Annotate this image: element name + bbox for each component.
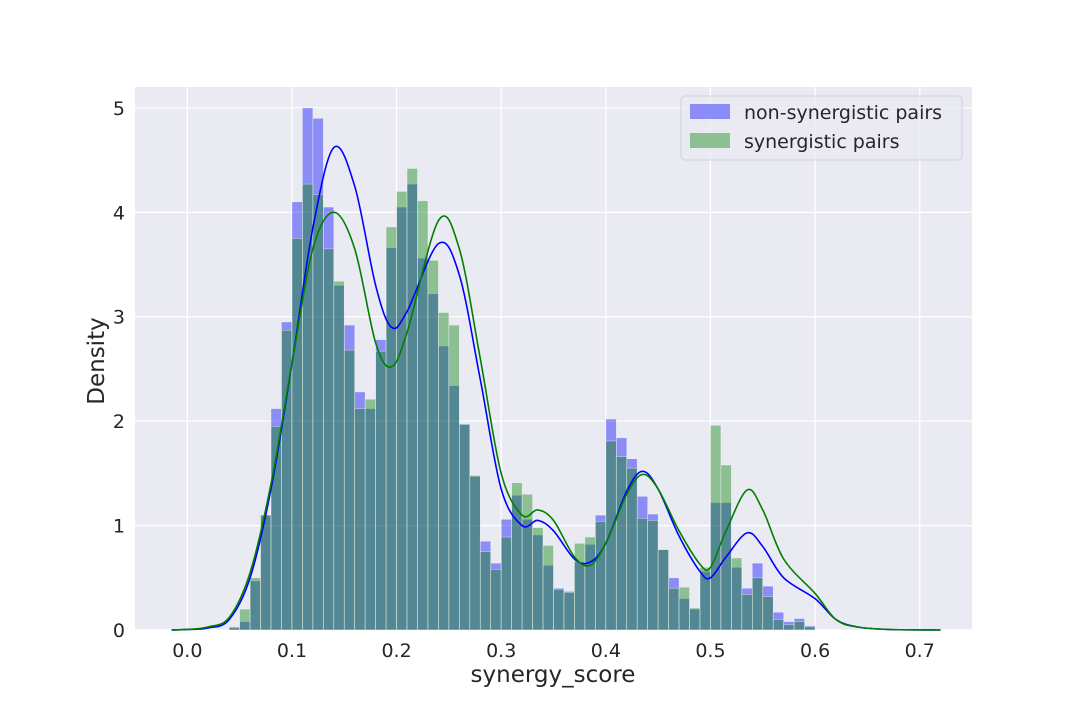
y-tick-label: 3 (113, 307, 125, 329)
bar-synergistic (772, 619, 784, 631)
plot-background (135, 87, 972, 630)
x-tick-label: 0.6 (800, 640, 830, 662)
bar-synergistic (406, 168, 418, 631)
bar-synergistic (751, 577, 764, 631)
bar-synergistic (615, 456, 628, 631)
bar-synergistic (469, 475, 481, 631)
bar-synergistic (500, 536, 512, 631)
x-tick-label: 0.2 (381, 640, 411, 662)
bar-synergistic (291, 238, 303, 631)
bar-synergistic (343, 349, 356, 631)
bar-synergistic (448, 324, 460, 631)
bar-synergistic (574, 543, 586, 631)
bar-synergistic (479, 551, 492, 631)
y-tick-label: 0 (113, 620, 125, 642)
y-axis-label: Density (84, 317, 110, 404)
bar-synergistic (689, 607, 701, 631)
bar-synergistic (699, 567, 711, 631)
bar-synergistic (710, 425, 722, 631)
bar-synergistic (553, 588, 565, 631)
bar-synergistic (804, 626, 816, 631)
bar-synergistic (793, 621, 805, 631)
bar-synergistic (427, 260, 439, 631)
kde-curve-synergistic (171, 211, 941, 631)
bar-synergistic (636, 517, 648, 631)
bar-synergistic (364, 398, 376, 631)
bar-synergistic (396, 191, 408, 631)
bar-synergistic (584, 536, 596, 631)
bar-synergistic (657, 549, 669, 631)
bar-synergistic (354, 408, 366, 631)
x-tick-label: 0.1 (277, 640, 307, 662)
bar-synergistic (333, 280, 345, 631)
bar-synergistic (239, 608, 251, 631)
bar-synergistic (783, 624, 795, 631)
bar-synergistic (490, 569, 502, 631)
x-tick-label: 0.4 (591, 640, 621, 662)
legend-label-synergistic: synergistic pairs (744, 131, 900, 153)
histogram-bars (228, 107, 816, 631)
legend-label-non-synergistic: non-synergistic pairs (744, 102, 942, 124)
bar-synergistic (595, 521, 607, 631)
legend-frame (680, 95, 963, 161)
legend: non-synergistic pairs synergistic pairs (680, 95, 963, 161)
y-tick-label: 2 (113, 411, 125, 433)
bar-synergistic (668, 587, 680, 631)
x-tick-label: 0.5 (695, 640, 725, 662)
bar-synergistic (459, 423, 471, 631)
bar-synergistic (532, 527, 544, 631)
legend-swatch-non-synergistic (690, 104, 730, 119)
y-tick-label: 1 (113, 516, 125, 538)
bar-synergistic (741, 594, 753, 631)
x-tick-label: 0.7 (905, 640, 935, 662)
x-axis-label: synergy_score (471, 662, 636, 688)
legend-swatch-synergistic (690, 133, 730, 148)
bar-synergistic (385, 226, 397, 631)
bar-synergistic (438, 312, 450, 631)
bar-synergistic (762, 596, 774, 631)
x-tick-label: 0.3 (486, 640, 516, 662)
bar-synergistic (228, 626, 240, 631)
bar-synergistic (249, 577, 261, 631)
tick-labels: 0.0 0.1 0.2 0.3 0.4 0.5 0.6 0.7 0 1 2 3 4 5 (113, 98, 935, 662)
kde-curves (171, 145, 941, 631)
bar-synergistic (720, 464, 732, 631)
bar-synergistic (563, 592, 575, 631)
y-tick-label: 4 (113, 202, 125, 224)
bar-synergistic (647, 520, 659, 631)
bars-synergistic (228, 168, 816, 631)
bar-synergistic (302, 183, 314, 631)
x-tick-label: 0.0 (172, 640, 202, 662)
bar-synergistic (323, 248, 335, 631)
bar-synergistic (678, 586, 690, 631)
bar-synergistic (605, 440, 617, 631)
bar-synergistic (375, 350, 387, 631)
bar-synergistic (731, 557, 743, 631)
bar-synergistic (542, 545, 554, 631)
y-tick-label: 5 (113, 98, 125, 120)
bar-synergistic (312, 194, 324, 631)
